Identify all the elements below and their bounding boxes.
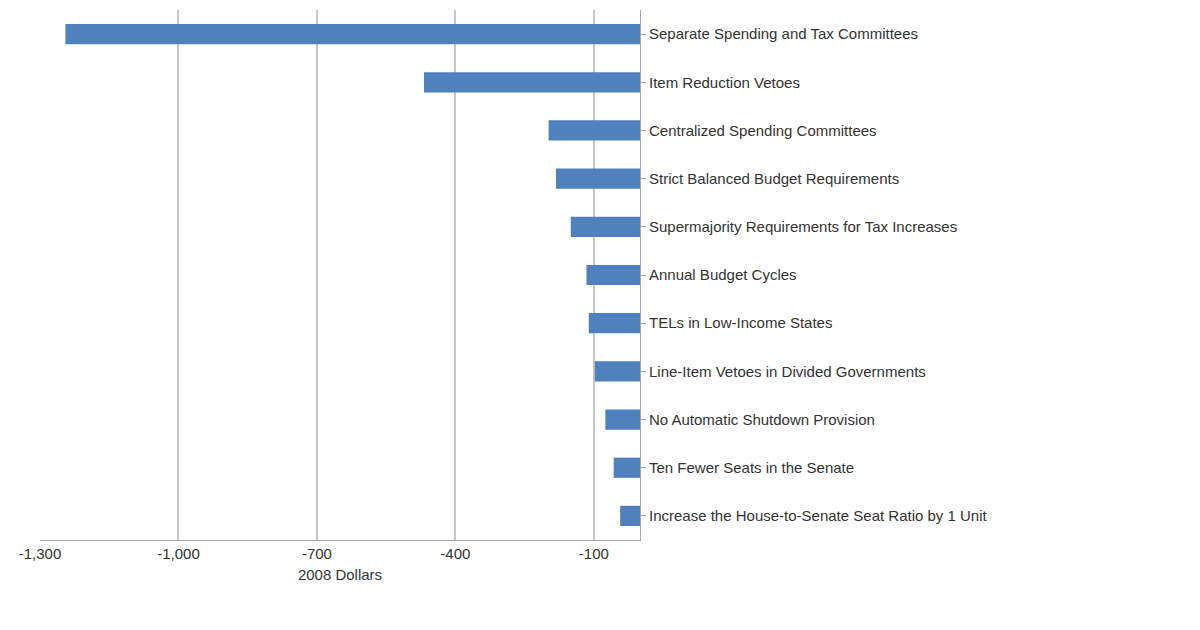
svg-text:Line-Item Vetoes in Divided Go: Line-Item Vetoes in Divided Governments bbox=[649, 363, 926, 380]
svg-text:Annual Budget Cycles: Annual Budget Cycles bbox=[649, 266, 797, 283]
svg-text:Increase the House-to-Senate S: Increase the House-to-Senate Seat Ratio … bbox=[649, 507, 988, 524]
svg-text:Centralized Spending Committee: Centralized Spending Committees bbox=[649, 122, 877, 139]
svg-text:-1,300: -1,300 bbox=[19, 545, 62, 562]
svg-text:-1,000: -1,000 bbox=[157, 545, 200, 562]
svg-text:No Automatic Shutdown Provisio: No Automatic Shutdown Provision bbox=[649, 411, 875, 428]
svg-text:TELs in Low-Income States: TELs in Low-Income States bbox=[649, 314, 832, 331]
svg-text:Supermajority Requirements for: Supermajority Requirements for Tax Incre… bbox=[649, 218, 957, 235]
svg-text:Strict Balanced Budget Require: Strict Balanced Budget Requirements bbox=[649, 170, 899, 187]
svg-text:2008 Dollars: 2008 Dollars bbox=[298, 566, 382, 583]
svg-text:Ten Fewer Seats in the Senate: Ten Fewer Seats in the Senate bbox=[649, 459, 854, 476]
svg-text:Item Reduction Vetoes: Item Reduction Vetoes bbox=[649, 74, 800, 91]
svg-text:-400: -400 bbox=[440, 545, 470, 562]
svg-text:-100: -100 bbox=[579, 545, 609, 562]
svg-text:-700: -700 bbox=[302, 545, 332, 562]
svg-text:Separate Spending and Tax Comm: Separate Spending and Tax Committees bbox=[649, 25, 918, 42]
